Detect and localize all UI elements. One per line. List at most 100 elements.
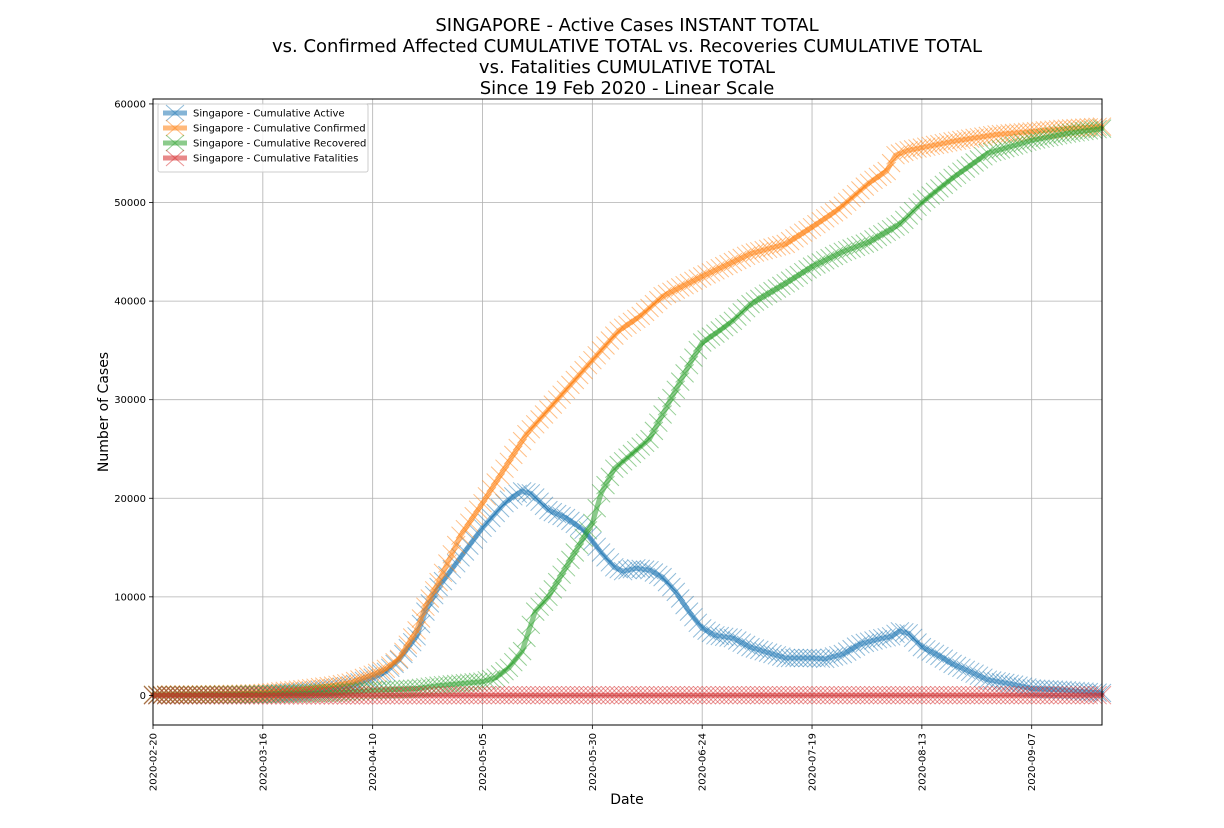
data-point-marker <box>719 314 738 334</box>
data-point-marker <box>965 664 984 684</box>
data-point-marker <box>499 685 519 705</box>
data-point-marker <box>727 685 747 705</box>
title-line-3: vs. Fatalities CUMULATIVE TOTAL <box>479 57 775 78</box>
data-point-marker <box>213 686 233 705</box>
data-point-marker <box>424 685 444 705</box>
data-point-marker <box>859 173 879 193</box>
y-tick-label: 20000 <box>114 494 146 505</box>
data-point-marker <box>960 685 980 705</box>
grid <box>152 99 1102 725</box>
data-point-marker <box>697 621 716 641</box>
data-point-marker <box>943 132 962 151</box>
data-point-marker <box>495 459 514 479</box>
data-point-marker <box>473 685 492 705</box>
data-point-marker <box>354 686 374 705</box>
data-point-marker <box>903 140 923 159</box>
data-point-marker <box>706 685 725 705</box>
data-point-marker <box>411 609 431 628</box>
data-point-marker <box>459 685 479 705</box>
data-point-marker <box>820 648 839 668</box>
data-point-marker <box>323 686 343 705</box>
data-point-marker <box>1017 132 1037 152</box>
data-point-marker <box>565 514 585 534</box>
y-tick-label: 40000 <box>114 297 146 308</box>
data-point-marker <box>864 685 883 705</box>
data-point-marker <box>495 685 514 705</box>
data-point-marker <box>697 330 716 349</box>
data-point-marker <box>706 625 725 645</box>
series-4 <box>143 685 1112 705</box>
data-point-marker <box>872 628 892 648</box>
data-point-marker <box>372 685 391 705</box>
data-point-marker <box>908 685 927 705</box>
data-point-marker <box>815 685 835 705</box>
data-point-marker <box>631 559 651 579</box>
data-point-marker <box>872 224 892 244</box>
data-point-marker <box>468 685 488 705</box>
data-point-marker <box>385 685 404 705</box>
data-point-marker <box>758 685 778 705</box>
data-point-marker <box>433 563 453 583</box>
data-point-marker <box>925 644 945 664</box>
data-point-marker <box>684 271 703 291</box>
data-point-marker <box>706 324 725 343</box>
legend-label: Singapore - Cumulative Recovered <box>193 139 366 150</box>
data-point-marker <box>974 685 993 705</box>
data-point-marker <box>438 554 457 573</box>
data-point-marker <box>811 649 831 668</box>
data-point-marker <box>587 685 607 705</box>
data-point-marker <box>662 685 681 705</box>
data-point-marker <box>965 153 984 172</box>
data-point-marker <box>604 685 624 705</box>
chart-title: SINGAPORE - Active Cases INSTANT TOTAL v… <box>272 15 982 99</box>
data-point-marker <box>183 686 202 705</box>
data-point-marker <box>837 685 857 705</box>
data-point-marker <box>266 686 286 705</box>
data-point-marker <box>785 648 804 668</box>
data-point-marker <box>969 666 989 686</box>
data-point-marker <box>499 658 519 678</box>
data-point-marker <box>793 685 813 705</box>
data-point-marker <box>930 646 949 666</box>
data-point-marker <box>916 685 936 705</box>
data-point-marker <box>820 248 839 268</box>
data-point-marker <box>754 286 774 306</box>
data-point-marker <box>679 602 699 621</box>
data-point-marker <box>376 685 396 705</box>
data-point-marker <box>894 685 914 705</box>
data-point-marker <box>793 648 813 668</box>
data-point-marker <box>328 686 347 705</box>
data-point-marker <box>692 267 712 286</box>
data-point-marker <box>1004 685 1024 705</box>
data-point-marker <box>864 631 883 650</box>
data-point-marker <box>952 130 971 150</box>
data-point-marker <box>710 626 730 646</box>
data-point-marker <box>622 685 642 705</box>
data-point-marker <box>1013 685 1033 705</box>
data-point-marker <box>503 652 523 672</box>
data-point-marker <box>420 685 440 705</box>
data-point-marker <box>429 572 448 592</box>
data-point-marker <box>1035 128 1055 148</box>
data-point-marker <box>468 524 488 544</box>
data-point-marker <box>1088 685 1107 705</box>
data-point-marker <box>455 542 475 561</box>
data-point-marker <box>587 498 607 518</box>
data-point-marker <box>666 582 686 602</box>
data-point-marker <box>714 627 734 647</box>
data-point-marker <box>644 685 664 705</box>
data-point-marker <box>771 235 791 255</box>
data-point-marker <box>833 685 853 705</box>
data-point-marker <box>336 686 356 705</box>
data-point-marker <box>587 537 607 557</box>
data-point-marker <box>789 648 809 668</box>
data-point-marker <box>868 685 888 705</box>
data-point-marker <box>609 559 629 579</box>
data-point-marker <box>815 649 835 669</box>
data-point-marker <box>872 164 892 184</box>
data-point-marker <box>723 252 743 272</box>
data-point-marker <box>780 648 800 668</box>
data-point-marker <box>912 685 932 705</box>
data-point-marker <box>710 321 730 340</box>
data-point-marker <box>227 686 246 705</box>
